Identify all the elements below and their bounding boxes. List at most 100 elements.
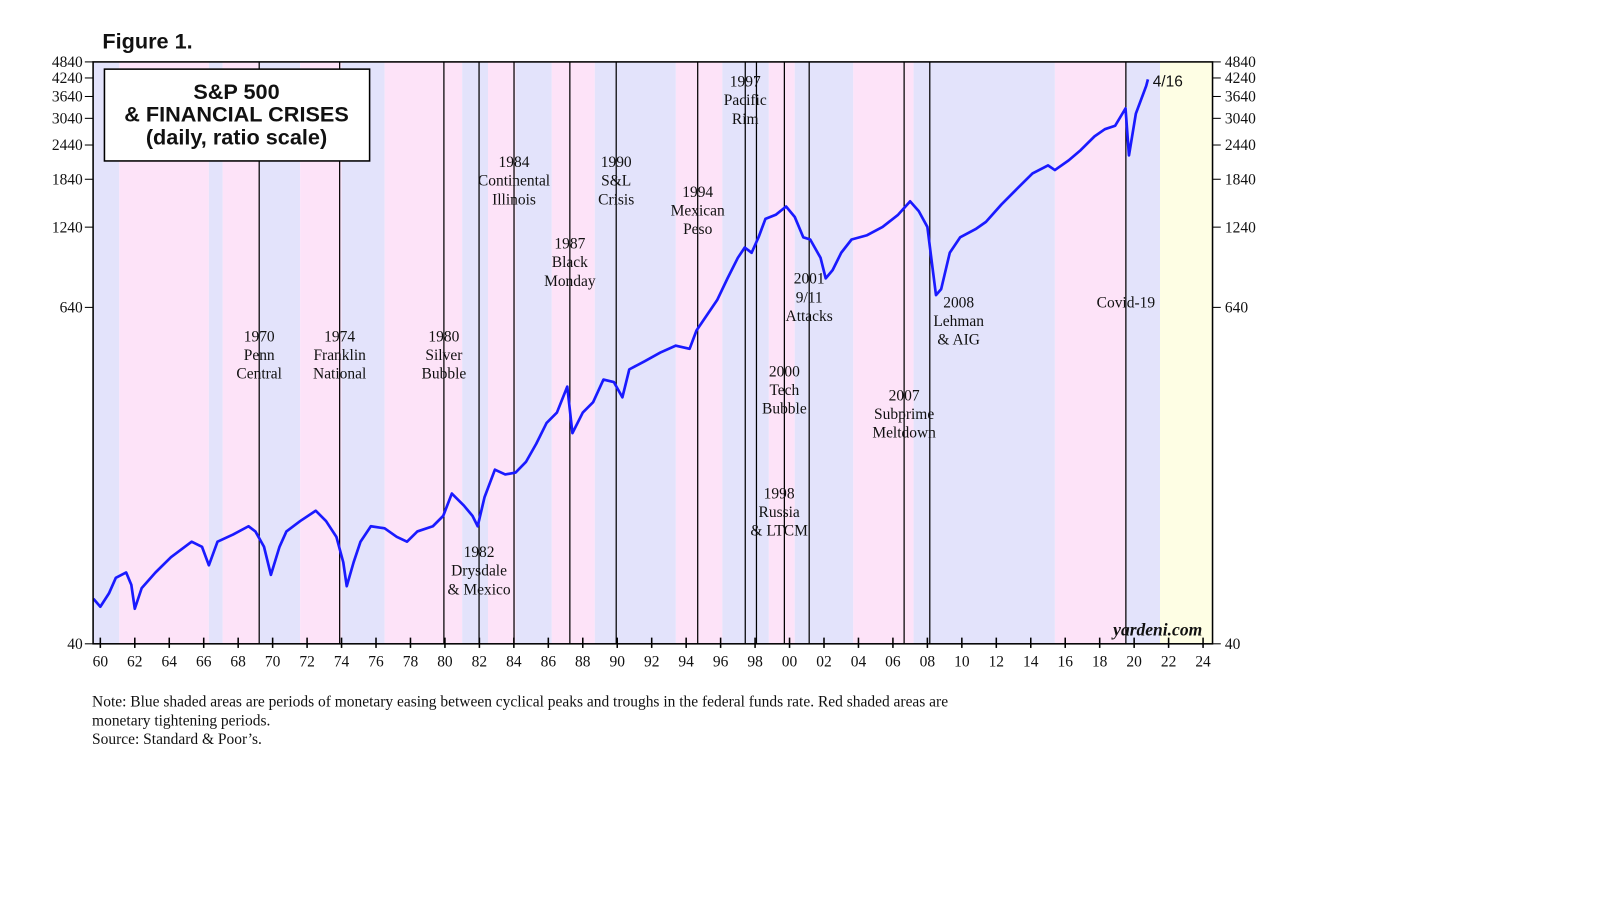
note: Note: Blue shaded areas are periods of m… [92, 694, 948, 711]
source: Source: Standard & Poor’s. [92, 731, 262, 748]
y2-tick-label: 1840 [1225, 171, 1256, 188]
annotation: 1987 [554, 236, 585, 253]
annotation: Central [236, 366, 282, 383]
annotation: 2001 [794, 271, 825, 288]
annotation: & Mexico [447, 581, 510, 598]
annotation: Silver [425, 347, 463, 364]
y2-tick-label: 3040 [1225, 110, 1256, 127]
x-tick-label: 84 [506, 654, 522, 671]
x-tick-label: 02 [816, 654, 831, 671]
y-tick-label: 4840 [52, 54, 83, 71]
annotation: 2007 [889, 387, 920, 404]
x-tick-label: 04 [851, 654, 867, 671]
chart-title: S&P 500 [193, 79, 279, 104]
x-tick-label: 18 [1092, 654, 1108, 671]
x-tick-label: 96 [713, 654, 729, 671]
y2-tick-label: 640 [1225, 300, 1248, 317]
shade-band [208, 61, 223, 644]
x-tick-label: 64 [162, 654, 178, 671]
annotation: 1997 [730, 74, 761, 91]
y2-tick-label: 3640 [1225, 89, 1256, 106]
annotation: Subprime [874, 406, 934, 423]
y-tick-label: 640 [60, 300, 83, 317]
x-tick-label: 66 [196, 654, 212, 671]
x-tick-label: 08 [920, 654, 936, 671]
y2-tick-label: 4240 [1225, 70, 1256, 87]
annotation: Bubble [762, 401, 807, 418]
annotation: Meltdown [872, 424, 936, 441]
annotation: 1994 [682, 184, 713, 201]
y-tick-label: 2440 [52, 137, 83, 154]
annotation: Mexican [671, 203, 725, 220]
annotation: Russia [759, 504, 800, 521]
y2-tick-label: 2440 [1225, 137, 1256, 154]
annotation: Penn [244, 347, 275, 364]
x-tick-label: 24 [1195, 654, 1211, 671]
y-tick-label: 3640 [52, 89, 83, 106]
x-tick-label: 92 [644, 654, 659, 671]
y-tick-label: 4240 [52, 70, 83, 87]
title-box [103, 68, 371, 162]
shade-band [675, 61, 723, 644]
x-tick-label: 82 [472, 654, 487, 671]
shade-band [594, 61, 676, 644]
y2-tick-label: 1240 [1225, 219, 1256, 236]
y2-tick-label: 4840 [1225, 54, 1256, 71]
x-tick-label: 86 [541, 654, 557, 671]
annotation: Peso [683, 221, 712, 238]
shade-band [1125, 61, 1160, 644]
annotation: S&L [601, 173, 631, 190]
annotation: Drysdale [451, 563, 507, 580]
annotation: Black [552, 254, 588, 271]
annotation: Lehman [933, 313, 984, 330]
y2-tick-label: 40 [1225, 636, 1241, 653]
chart-subtitle: (daily, ratio scale) [146, 124, 327, 149]
annotation: Rim [732, 111, 759, 128]
annotation: 1980 [428, 329, 459, 346]
annotation: 1984 [499, 154, 530, 171]
annotation: Crisis [598, 191, 634, 208]
y-tick-label: 3040 [52, 110, 83, 127]
annotation: Franklin [313, 347, 366, 364]
x-tick-label: 16 [1057, 654, 1073, 671]
annotation: 1970 [244, 329, 275, 346]
x-tick-label: 70 [265, 654, 281, 671]
annotation: 1990 [601, 154, 632, 171]
shade-band [1054, 61, 1126, 644]
shade-band [913, 61, 1055, 644]
x-tick-label: 22 [1161, 654, 1176, 671]
annotation: Monday [544, 273, 596, 290]
annotation: & LTCM [750, 522, 808, 539]
x-tick-label: 78 [403, 654, 419, 671]
annotation: 9/11 [796, 289, 823, 306]
x-tick-label: 06 [885, 654, 901, 671]
annotation: 1974 [324, 329, 355, 346]
x-tick-label: 12 [989, 654, 1004, 671]
x-tick-label: 74 [334, 654, 350, 671]
annotation: Illinois [492, 191, 536, 208]
x-tick-label: 94 [678, 654, 694, 671]
shade-band [768, 61, 795, 644]
x-tick-label: 20 [1126, 654, 1142, 671]
x-tick-label: 80 [437, 654, 453, 671]
shade-band [515, 61, 552, 644]
annotation: Covid-19 [1097, 294, 1156, 311]
annotation: 2000 [769, 364, 800, 381]
y-tick-label: 1840 [52, 171, 83, 188]
x-tick-label: 00 [782, 654, 798, 671]
plot-layer: 1970PennCentral1974FranklinNational1980S… [52, 54, 1256, 670]
annotation: 1982 [464, 544, 495, 561]
annotation: Attacks [786, 308, 833, 325]
x-tick-label: 60 [93, 654, 109, 671]
x-tick-label: 98 [747, 654, 763, 671]
annotation: Tech [769, 382, 799, 399]
shade-band [384, 61, 463, 644]
annotation: Continental [478, 173, 550, 190]
x-tick-label: 10 [954, 654, 970, 671]
watermark: yardeni.com [1111, 620, 1202, 640]
x-tick-label: 14 [1023, 654, 1039, 671]
x-tick-label: 68 [230, 654, 246, 671]
sp500-line [92, 79, 1150, 611]
annotation: Pacific [724, 92, 767, 109]
shade-band [551, 61, 595, 644]
